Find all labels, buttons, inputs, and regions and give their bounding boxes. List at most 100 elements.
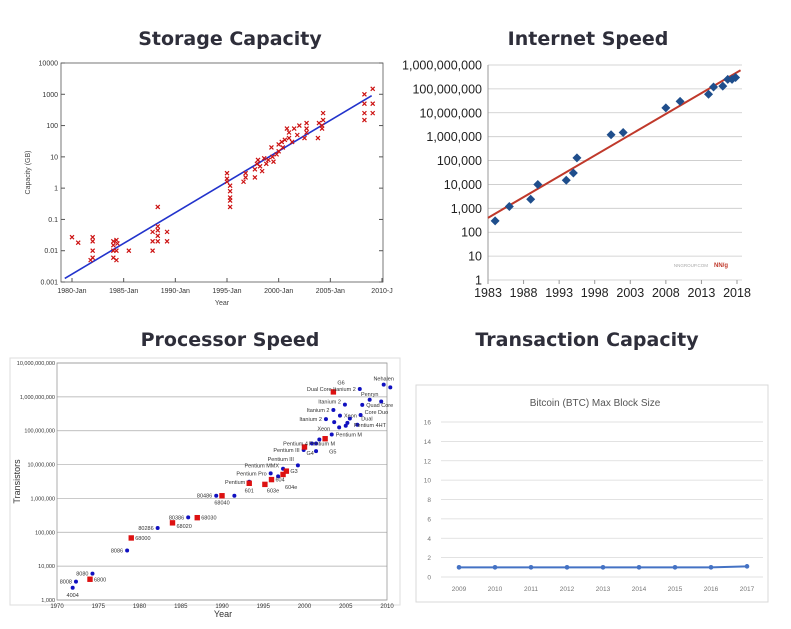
processor-point [214,493,219,498]
processor-point [345,420,350,425]
data-point [110,242,116,248]
data-point [90,238,96,244]
processor-point [317,437,322,442]
data-point [110,238,116,244]
y-tick-label: 100,000 [437,154,482,168]
point-label: G4 [307,451,314,457]
x-tick-label: 2010-J [371,288,392,295]
data-point [164,229,170,235]
processor-point [128,535,134,541]
point-label: Pentium III [268,457,295,463]
chart-title: Bitcoin (BTC) Max Block Size [530,398,661,409]
point-label: Pentium Pro [236,471,266,477]
point-label: 8086 [111,548,123,554]
data-point [528,565,534,570]
processor-point [337,425,342,430]
y-tick-label: 10000 [39,61,59,68]
watermark: NNGROUP.COM [674,263,708,268]
data-point [296,123,302,128]
data-point [490,216,500,226]
processor-point [262,481,268,488]
data-point [526,194,536,204]
title-transaction-capacity: Transaction Capacity [475,329,699,351]
y-tick-label: 10,000,000 [27,463,55,469]
y-tick-label: 1,000,000 [426,130,482,144]
y-tick-label: 1,000,000,000 [402,59,482,73]
data-point [291,126,297,132]
data-point [572,153,582,163]
x-tick-label: 1980-Jan [57,288,86,295]
y-tick-label: 10,000 [444,178,482,192]
point-label: Quad Core [366,403,393,409]
data-point [114,248,119,254]
y-tick-label: 100,000,000 [412,82,482,96]
processor-point [268,471,273,476]
data-point [90,248,96,254]
processor-point [276,474,281,479]
data-point [709,82,719,92]
data-point [362,91,367,97]
point-label: Itanium 2 [299,417,322,423]
data-point [492,565,498,570]
data-point [150,229,156,235]
processor-point [355,422,360,427]
data-point [261,155,267,161]
data-point [675,96,685,106]
data-point [243,175,249,180]
data-point [289,139,295,145]
data-point [164,238,170,244]
y-tick-label: 10,000 [38,564,55,570]
point-label: 604 [276,478,285,484]
y-tick-label: 10 [424,478,432,485]
x-tick-label: 1985-Jan [109,288,138,295]
point-label: Nehalen [373,377,394,383]
y-tick-label: 100 [46,123,58,130]
point-label: 80486 [197,494,212,500]
data-point [252,175,258,180]
data-point [255,157,261,163]
data-point [126,248,132,254]
point-label: Core Duo [365,410,389,416]
data-point [259,168,265,174]
data-point [661,103,671,113]
x-tick-label: 2008 [652,286,680,300]
y-tick-label: 100,000 [35,530,55,536]
title-internet-speed: Internet Speed [507,28,669,50]
data-point [672,565,678,570]
x-tick-label: 2013 [688,286,716,300]
processor-point [337,413,342,418]
data-point [88,257,94,263]
data-point [362,110,367,116]
y-tick-label: 0.1 [48,217,58,224]
point-label: G5 [329,450,336,456]
processor-point [314,449,319,454]
processor-point [322,436,328,442]
data-point [224,179,230,185]
point-label: 80286 [138,526,153,532]
data-point [115,241,120,246]
processor-point [329,432,334,437]
data-point [114,257,119,263]
processor-point [268,476,275,483]
title-processor-speed: Processor Speed [140,329,320,351]
x-tick-label: 1995 [257,604,271,610]
data-point [304,120,309,126]
x-tick-label: 2012 [560,586,575,593]
processor-point [283,468,290,474]
title-storage-capacity: Storage Capacity [138,28,322,50]
x-tick-label: 2013 [596,586,611,593]
data-point [155,233,161,239]
point-label: Itanium 2 [307,408,330,414]
point-label: 8008 [60,580,72,586]
x-axis-label: Year [215,300,230,307]
y-tick-label: 8 [427,497,431,504]
processor-point [323,417,328,422]
y-tick-label: 2 [427,555,431,562]
y-tick-label: 10,000,000,000 [17,361,55,367]
processor-point [125,548,130,553]
processor-point [301,444,308,450]
processor-point [388,385,393,390]
data-point [271,159,276,165]
processor-point [280,471,286,478]
processor-point [87,576,93,582]
